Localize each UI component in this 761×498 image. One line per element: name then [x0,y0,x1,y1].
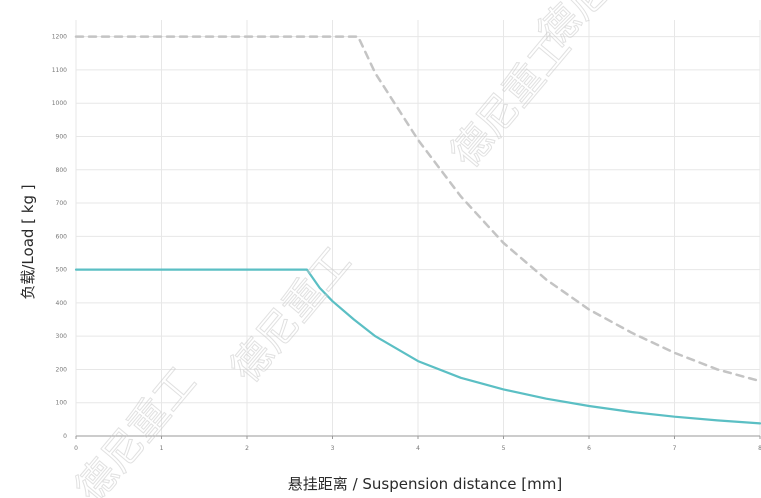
x-tick-label: 5 [502,445,506,452]
x-tick-labels: 0 1 2 3 4 5 6 7 8 [74,445,761,452]
y-tick-label: 200 [56,366,68,373]
y-tick-label: 500 [56,267,68,274]
y-tick-label: 600 [56,233,68,240]
watermark-text: 德尼重工 [222,239,360,391]
x-axis-label: 悬挂距离 / Suspension distance [mm] [288,475,562,493]
y-tick-labels: 0 100 200 300 400 500 600 700 800 900 1000 1100 1200 [52,34,67,440]
y-tick-label: 1100 [52,67,67,74]
y-tick-label: 0 [63,433,67,440]
x-tick-label: 0 [74,445,78,452]
series-lines [74,35,761,425]
x-tick-label: 3 [331,445,335,452]
x-tick-label: 2 [245,445,249,452]
x-tick-label: 6 [587,445,591,452]
y-tick-label: 700 [56,200,68,207]
series-line-solid [74,268,761,425]
y-tick-label: 100 [56,400,68,407]
y-tick-label: 400 [56,300,68,307]
y-tick-label: 1000 [52,100,67,107]
x-tick-label: 1 [160,445,164,452]
y-tick-label: 300 [56,333,68,340]
watermark: 德尼重工 德尼重工 德尼重工 德尼重工 [67,0,676,498]
y-axis-label: 负载/Load [ kg ] [19,184,37,299]
watermark-text: 德尼重工 [67,359,205,498]
y-tick-label: 800 [56,167,68,174]
y-tick-label: 1200 [52,34,67,41]
x-tick-label: 4 [416,445,420,452]
series-line-dashed [74,35,761,383]
x-tick-label: 7 [673,445,677,452]
y-tick-label: 900 [56,133,68,140]
x-tick-label: 8 [758,445,761,452]
